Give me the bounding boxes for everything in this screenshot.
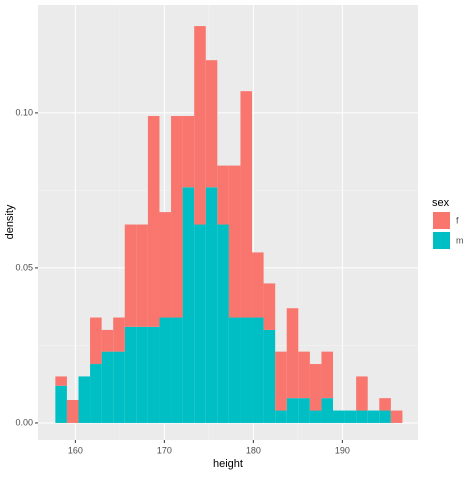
bar: [136, 326, 148, 423]
bar: [194, 26, 206, 225]
bar: [171, 317, 183, 423]
bar: [78, 376, 91, 423]
bar: [159, 212, 172, 318]
x-tick-label: 160: [68, 445, 83, 455]
bar: [136, 224, 148, 327]
bar: [252, 252, 264, 318]
bar: [263, 329, 276, 423]
legend-key: [433, 232, 450, 249]
bar: [113, 351, 125, 423]
bar: [379, 410, 391, 423]
bar: [252, 317, 264, 423]
bar: [205, 60, 218, 188]
bar: [356, 410, 368, 423]
bar: [309, 364, 322, 411]
bar: [147, 115, 160, 327]
x-tick-label: 180: [246, 445, 261, 455]
bar: [390, 410, 403, 423]
x-tick-label: 170: [157, 445, 172, 455]
bar: [182, 115, 195, 188]
bar: [275, 410, 287, 423]
bar: [55, 385, 67, 423]
bar: [90, 364, 102, 423]
bar: [194, 224, 206, 423]
x-axis-title: height: [213, 458, 243, 470]
bar: [240, 317, 253, 423]
legend-label: m: [456, 235, 464, 245]
bar: [66, 400, 79, 423]
bar: [171, 115, 183, 318]
legend-label: f: [456, 215, 459, 225]
bar: [321, 351, 334, 399]
bar: [228, 317, 241, 423]
bar: [124, 326, 137, 423]
bar: [321, 398, 334, 423]
bar: [159, 317, 172, 423]
x-tick-label: 190: [335, 445, 350, 455]
bar: [55, 376, 67, 386]
bar: [205, 187, 218, 423]
bar: [367, 410, 380, 423]
bar: [298, 398, 310, 423]
y-axis-title: density: [4, 204, 16, 239]
bar: [333, 410, 345, 423]
bar: [113, 317, 125, 352]
bar: [298, 351, 310, 399]
bar: [240, 91, 253, 318]
bar: [275, 351, 287, 411]
bar: [309, 410, 322, 423]
y-tick-label: 0.00: [15, 417, 33, 427]
bar: [147, 326, 160, 423]
bar: [379, 398, 391, 411]
bar: [228, 165, 241, 318]
bar: [286, 308, 299, 399]
bar: [124, 224, 137, 327]
bar: [217, 165, 229, 225]
bars: [55, 26, 403, 423]
bar: [356, 376, 368, 411]
y-tick-label: 0.05: [15, 262, 33, 272]
y-tick-label: 0.10: [15, 107, 33, 117]
bar: [217, 224, 229, 423]
bar: [344, 410, 357, 423]
bar: [101, 329, 114, 352]
legend-title: sex: [432, 197, 450, 209]
bar: [182, 187, 195, 423]
bar: [286, 398, 299, 423]
bar: [101, 351, 114, 423]
bar: [90, 317, 102, 365]
bar: [263, 283, 276, 330]
legend-key: [433, 212, 450, 229]
